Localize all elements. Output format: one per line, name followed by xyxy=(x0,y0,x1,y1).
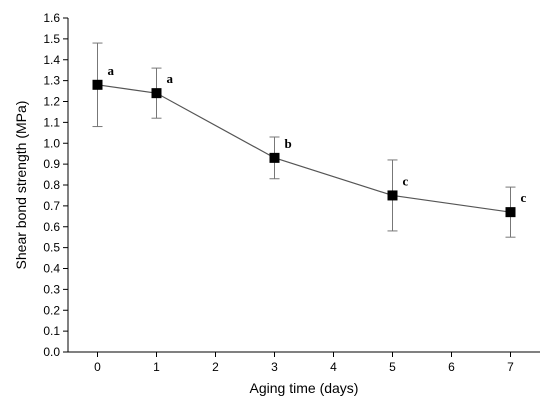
y-tick-label: 1.2 xyxy=(43,95,60,109)
series-line xyxy=(97,84,511,213)
y-tick-label: 0.9 xyxy=(43,157,60,171)
x-tick-label: 1 xyxy=(153,360,160,374)
x-tick-label: 0 xyxy=(94,360,101,374)
y-axis-title: Shear bond strength (MPa) xyxy=(13,101,29,270)
y-tick-label: 0.8 xyxy=(43,178,60,192)
y-tick-label: 0.2 xyxy=(43,303,60,317)
data-point-marker xyxy=(387,190,398,201)
y-tick-label: 0.5 xyxy=(43,241,60,255)
x-tick-label: 2 xyxy=(212,360,219,374)
x-tick-label: 3 xyxy=(271,360,278,374)
significance-label: b xyxy=(285,136,292,151)
data-series: a a b c c xyxy=(92,42,527,238)
data-point-marker xyxy=(505,207,516,218)
y-tick-label: 0.4 xyxy=(43,262,60,276)
y-tick-label: 0.1 xyxy=(43,324,60,338)
significance-label: a xyxy=(167,71,174,86)
x-tick-label: 6 xyxy=(448,360,455,374)
y-tick-label: 0.6 xyxy=(43,220,60,234)
plot-frame xyxy=(67,18,540,353)
y-tick-label: 0.0 xyxy=(43,345,60,359)
y-tick-label: 0.7 xyxy=(43,199,60,213)
significance-label: c xyxy=(403,173,409,188)
data-point-marker xyxy=(269,152,280,163)
data-point-marker xyxy=(151,88,162,99)
y-axis-ticks: 0.0 0.1 0.2 0.3 0.4 0.5 0.6 0.7 0.8 0.9 1.0 1.1 1.2 1… xyxy=(43,11,68,359)
x-tick-label: 5 xyxy=(389,360,396,374)
data-point-marker xyxy=(92,79,103,90)
x-axis-ticks: 0 1 2 3 4 5 6 7 xyxy=(94,352,514,374)
x-tick-label: 7 xyxy=(507,360,514,374)
y-tick-label: 1.1 xyxy=(43,115,60,129)
y-tick-label: 1.5 xyxy=(43,32,60,46)
y-tick-label: 1.4 xyxy=(43,53,60,67)
significance-label: a xyxy=(108,63,115,78)
significance-label: c xyxy=(521,190,527,205)
x-axis-title: Aging time (days) xyxy=(250,380,359,396)
x-tick-label: 4 xyxy=(330,360,337,374)
y-tick-label: 0.3 xyxy=(43,282,60,296)
y-tick-label: 1.0 xyxy=(43,136,60,150)
y-tick-label: 1.6 xyxy=(43,11,60,25)
y-tick-label: 1.3 xyxy=(43,74,60,88)
